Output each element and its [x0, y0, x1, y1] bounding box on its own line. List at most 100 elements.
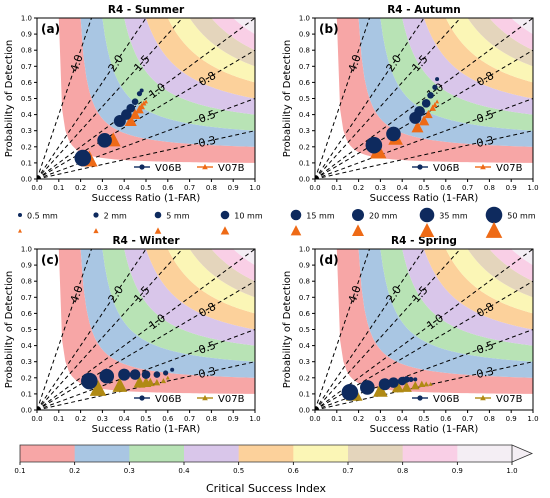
v06b-point [118, 368, 131, 381]
colorbar-segment [20, 445, 76, 462]
bias-line [315, 18, 425, 179]
bias-label: 0.5 [475, 339, 496, 357]
x-tick-label: 0.9 [228, 184, 239, 192]
size-legend-triangle [352, 224, 364, 236]
v06b-point [435, 77, 440, 82]
size-legend-label: 35 mm [439, 212, 468, 221]
bias-label: 4.0 [68, 53, 86, 74]
panel-2: 0.30.50.81.01.52.04.00.00.00.10.10.20.20… [282, 4, 539, 204]
colorbar-tick-label: 0.1 [14, 467, 25, 475]
size-legend-circle [352, 209, 364, 221]
bias-line [37, 18, 255, 179]
size-legend-label: 15 mm [306, 212, 335, 221]
v07b-point [435, 99, 440, 104]
x-tick-label: 0.6 [162, 415, 174, 423]
x-axis-label: Success Ratio (1-FAR) [370, 193, 479, 204]
y-tick-label: 0.7 [299, 294, 310, 302]
v06b-point [432, 84, 438, 90]
v06b-point [421, 99, 431, 108]
y-tick-label: 0.5 [299, 95, 310, 103]
csi-band [58, 18, 255, 163]
series-legend: V06B V07B [412, 394, 523, 405]
v06b-point [341, 383, 359, 401]
x-tick-label: 0.5 [140, 184, 151, 192]
series-group [74, 88, 148, 167]
x-tick-label: 0.0 [309, 415, 320, 423]
bias-line [315, 249, 370, 410]
x-tick-label: 0.9 [506, 415, 517, 423]
v06b-point [141, 370, 151, 379]
y-tick-label: 0.5 [21, 326, 32, 334]
colorbar-tick-label: 0.6 [288, 467, 300, 475]
x-tick-label: 0.8 [484, 184, 495, 192]
csi-band [233, 249, 255, 266]
x-tick-label: 0.7 [462, 415, 473, 423]
y-tick-label: 0.0 [299, 407, 310, 415]
series-group [341, 376, 433, 401]
v07b-point [146, 377, 155, 387]
x-tick-label: 0.3 [97, 184, 108, 192]
y-tick-label: 1.0 [21, 246, 32, 254]
size-legend-label: 10 mm [234, 212, 263, 221]
panel-label: (c) [41, 253, 59, 267]
legend-marker-v07b [480, 163, 486, 170]
panel-label: (a) [41, 22, 60, 36]
bias-label: 4.0 [346, 284, 364, 305]
bias-line [37, 49, 255, 179]
y-tick-label: 0.4 [21, 342, 33, 350]
csi-band [402, 249, 533, 346]
panel-4: 0.30.50.81.01.52.04.00.00.00.10.10.20.20… [282, 235, 539, 435]
v06b-point [153, 371, 161, 378]
csi-band [167, 249, 255, 314]
x-tick-label: 0.0 [309, 184, 320, 192]
v07b-point [418, 380, 426, 387]
colorbar-tick-label: 0.8 [397, 467, 408, 475]
panel-title: R4 - Summer [108, 4, 185, 16]
y-tick-label: 0.4 [21, 111, 33, 119]
y-tick-label: 0.3 [21, 127, 32, 135]
v07b-point [165, 375, 170, 380]
v07b-point [424, 109, 433, 119]
panel-title: R4 - Winter [112, 235, 180, 247]
v07b-point [89, 379, 107, 396]
csi-band [511, 18, 533, 35]
legend-label-v07b: V07B [496, 394, 523, 405]
bias-line [37, 18, 183, 179]
legend-marker-v06b [417, 395, 423, 401]
x-tick-label: 0.2 [353, 415, 364, 423]
colorbar-extend-arrow [511, 444, 534, 463]
v06b-point [129, 369, 141, 380]
bias-label: 0.5 [475, 108, 496, 126]
x-tick-label: 0.1 [331, 184, 342, 192]
csi-band [445, 18, 533, 83]
v07b-point [423, 381, 429, 387]
bias-label: 0.3 [197, 134, 217, 150]
y-axis-label: Probability of Detection [282, 40, 293, 157]
x-tick-label: 0.6 [162, 184, 174, 192]
legend-label-v07b: V07B [218, 163, 245, 174]
bias-line [315, 18, 370, 179]
v07b-point [138, 102, 145, 110]
size-legend-triangle [485, 221, 503, 238]
legend-marker-v06b [417, 164, 423, 170]
v06b-point [136, 91, 143, 97]
size-legend-circle [290, 209, 302, 221]
series-legend: V06B V07B [134, 394, 245, 405]
bias-line [37, 361, 255, 410]
y-tick-label: 0.3 [21, 358, 32, 366]
y-tick-label: 0.5 [299, 326, 310, 334]
y-tick-label: 0.0 [299, 176, 310, 184]
v07b-point [153, 379, 161, 386]
v06b-point [388, 377, 399, 388]
y-tick-label: 0.6 [299, 310, 311, 318]
colorbar-segment [348, 445, 404, 462]
v06b-point [74, 149, 92, 167]
v06b-point [99, 368, 115, 384]
panel-3: 0.30.50.81.01.52.04.00.00.00.10.10.20.20… [4, 235, 261, 435]
size-legend-label: 20 mm [369, 212, 398, 221]
y-tick-label: 0.7 [299, 63, 310, 71]
panel-1: 0.30.50.81.01.52.04.00.00.00.10.10.20.20… [4, 4, 261, 204]
y-tick-label: 0.4 [299, 111, 311, 119]
x-axis-label: Success Ratio (1-FAR) [370, 424, 479, 435]
